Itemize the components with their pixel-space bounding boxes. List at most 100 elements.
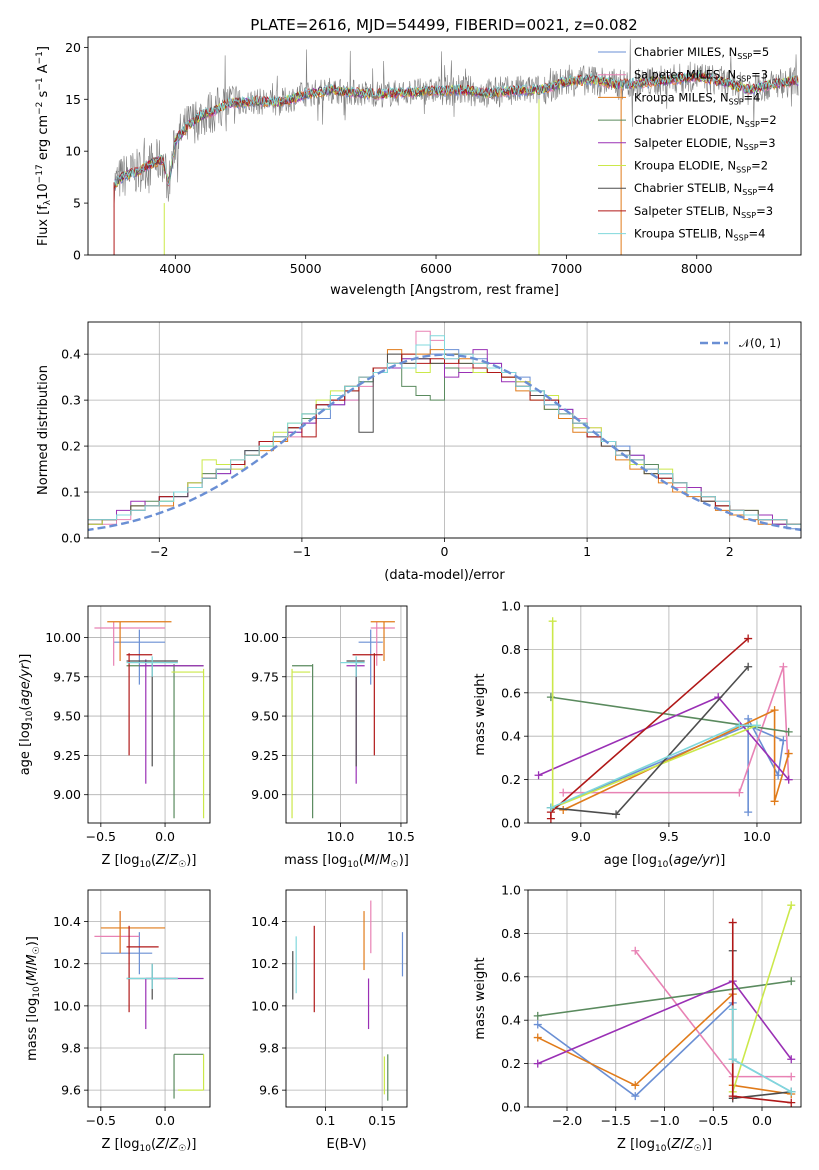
y-tick-label: 0 xyxy=(73,248,81,263)
legend-label-sub: SSP xyxy=(729,97,744,106)
y-tick-label: 0.4 xyxy=(501,1013,521,1028)
label-part: 10 xyxy=(347,860,359,870)
y-tick-label: 10.00 xyxy=(45,630,81,645)
weight-marker-chabrier_elodie xyxy=(784,727,793,736)
x-tick-label: 10.0 xyxy=(327,829,355,844)
axes-frame xyxy=(285,889,408,1108)
y-tick-label: 10.00 xyxy=(243,630,279,645)
weight-marker-salpeter_stelib xyxy=(728,918,737,927)
y-tick-label: 1.0 xyxy=(501,883,521,898)
legend-label-chabrier_miles: Chabrier MILES, NSSP=5 xyxy=(634,45,769,61)
panel-age_vs_mass: 10.0 10.5 9.00 9.25 9.50 9.75 10.00 mass [log10… xyxy=(243,605,415,870)
y-tick-label: 0.0 xyxy=(501,816,521,831)
weight-line-chabrier_miles xyxy=(550,718,785,813)
legend-label-sub: SSP xyxy=(736,166,751,175)
weight-marker-kroupa_miles xyxy=(533,1033,542,1042)
weight-marker-salpeter_miles xyxy=(787,1072,796,1081)
legend-label-main: Chabrier ELODIE, N xyxy=(634,113,745,127)
x-axis-label: E(B-V) xyxy=(326,1137,366,1152)
label-part: M xyxy=(25,954,40,965)
x-tick-label: 2 xyxy=(726,544,734,559)
x-tick-label: −1.0 xyxy=(649,1113,679,1128)
legend-label-gauss: 𝒩(0, 1) xyxy=(739,336,781,350)
y-axis-label: age [log10(age/yr)] xyxy=(18,654,35,776)
legend-label-sub: SSP xyxy=(745,120,760,129)
label-part: ☉ xyxy=(178,1144,186,1154)
label-part: −1 xyxy=(35,51,45,64)
y-tick-label: 0.0 xyxy=(61,531,81,546)
y-tick-label: 9.00 xyxy=(251,787,279,802)
label-part: ( xyxy=(666,1137,671,1152)
weight-marker-salpeter_miles xyxy=(735,788,744,797)
label-part: ☉ xyxy=(694,1144,702,1154)
weight-marker-chabrier_elodie xyxy=(787,977,796,986)
legend-label-suffix: =4 xyxy=(757,181,774,195)
label-part: ( xyxy=(25,981,40,986)
weight-marker-kroupa_miles xyxy=(784,749,793,758)
plot-area-massweight_vs_Z xyxy=(533,901,796,1107)
weight-marker-salpeter_elodie xyxy=(787,1055,796,1064)
y-tick-label: 10.4 xyxy=(53,914,81,929)
x-tick-label: 10.5 xyxy=(387,829,415,844)
label-part: 10 xyxy=(25,710,35,722)
x-tick-label: 5000 xyxy=(290,261,322,276)
legend-label-main: Kroupa MILES, N xyxy=(634,90,729,104)
legend-label-salpeter_miles: Salpeter MILES, NSSP=3 xyxy=(634,68,768,84)
legend-label-suffix: =3 xyxy=(756,204,773,218)
figure-title: PLATE=2616, MJD=54499, FIBERID=0021, z=0… xyxy=(250,16,637,34)
legend-label-sub: SSP xyxy=(734,234,749,243)
label-part: Z xyxy=(684,1137,695,1152)
weight-line-kroupa_elodie xyxy=(731,904,793,1093)
legend-label-main: Salpeter ELODIE, N xyxy=(634,136,744,150)
axes-frame xyxy=(285,605,408,824)
model-spectrum-kroupa_stelib xyxy=(113,70,799,188)
y-tick-label: 10.4 xyxy=(251,914,279,929)
y-tick-label: 0.2 xyxy=(501,772,521,787)
x-axis-label: wavelength [Angstrom, rest frame] xyxy=(330,283,559,298)
weight-marker-chabrier_elodie xyxy=(546,693,555,702)
weight-marker-kroupa_stelib xyxy=(728,1005,737,1014)
label-part: )] xyxy=(715,853,725,868)
y-tick-label: 5 xyxy=(73,196,81,211)
panel-massweight_vs_Z: −2.0 −1.5 −1.0 −0.5 0.0 0.0 0.2 0.4 0.6 0.8 1.0 mas… xyxy=(473,883,802,1154)
legend-label-chabrier_elodie: Chabrier ELODIE, NSSP=2 xyxy=(634,113,777,129)
x-tick-label: 1 xyxy=(583,544,591,559)
legend-label-suffix: =4 xyxy=(749,227,766,241)
panel-massweight_vs_age: 9.0 9.5 10.0 0.0 0.2 0.4 0.6 0.8 1.0 mass weight a… xyxy=(473,599,802,870)
weight-marker-kroupa_stelib xyxy=(546,803,555,812)
y-tick-label: 0.6 xyxy=(501,685,521,700)
x-tick-label: 0.0 xyxy=(155,1113,175,1128)
x-tick-label: 10.0 xyxy=(743,829,771,844)
y-axis-label: Normed distribution xyxy=(36,365,51,495)
weight-marker-salpeter_miles xyxy=(559,788,568,797)
label-part: mass [log xyxy=(284,853,347,868)
label-part: erg cm xyxy=(36,115,51,164)
axes-frame xyxy=(87,36,802,256)
label-part: age [log xyxy=(18,722,33,775)
label-part: Flux [f xyxy=(36,205,51,246)
weight-line-chabrier_elodie xyxy=(537,980,792,1017)
y-axis-label: mass [log10(M/M☉)] xyxy=(25,936,42,1061)
x-tick-label: 0.0 xyxy=(752,1113,772,1128)
label-part: age/yr xyxy=(18,662,33,705)
label-part: Z xyxy=(155,1137,166,1152)
y-tick-label: 10.0 xyxy=(53,998,81,1013)
label-part: age [log xyxy=(604,853,657,868)
x-tick-label: −0.5 xyxy=(698,1113,728,1128)
legend-label-suffix: =2 xyxy=(760,113,777,127)
legend-label-kroupa_miles: Kroupa MILES, NSSP=4 xyxy=(634,90,760,106)
weight-marker-kroupa_stelib xyxy=(787,1087,796,1096)
label-part: 10 xyxy=(36,183,51,200)
y-tick-label: 9.50 xyxy=(251,709,279,724)
plot-area-age_vs_Z xyxy=(94,621,205,819)
legend-label-sub: SSP xyxy=(737,52,752,61)
label-part: Z xyxy=(671,1137,682,1152)
label-part: Z xyxy=(155,853,166,868)
y-tick-label: 1.0 xyxy=(501,599,521,614)
weight-marker-kroupa_elodie xyxy=(787,901,796,910)
legend-spectrum: Chabrier MILES, NSSP=5 Salpeter MILES, NS… xyxy=(598,45,777,243)
axes-frame xyxy=(87,605,211,824)
legend-label-kroupa_elodie: Kroupa ELODIE, NSSP=2 xyxy=(634,159,768,175)
label-part: )] xyxy=(186,853,196,868)
